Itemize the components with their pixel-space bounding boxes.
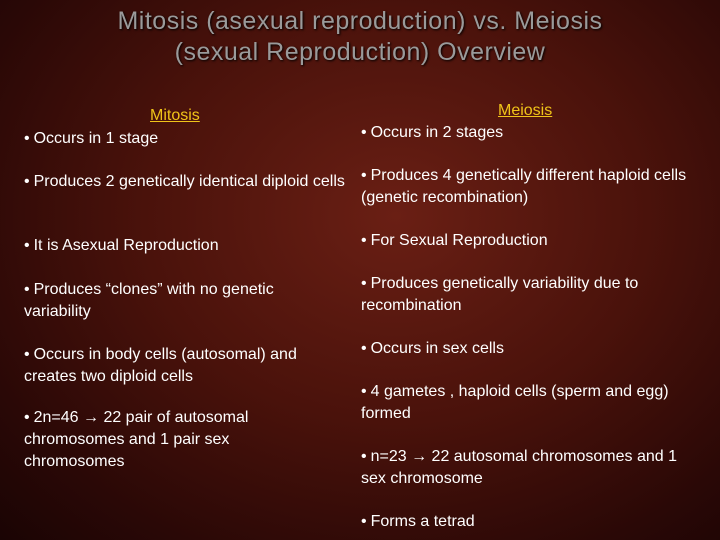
meiosis-item-5: • Occurs in sex cells <box>361 340 504 357</box>
bullet: • <box>24 130 30 147</box>
meiosis-item-7: • n=23 → 22 autosomal chromosomes and 1 s… <box>361 448 678 487</box>
bullet: • <box>361 275 367 292</box>
bullet: • <box>361 167 367 184</box>
mitosis-heading: Mitosis <box>150 107 200 124</box>
bullet: • <box>361 448 367 465</box>
bullet: • <box>24 409 30 426</box>
bullet: • <box>361 383 367 400</box>
slide-title: Mitosis (asexual reproduction) vs. Meios… <box>0 6 720 68</box>
meiosis-item-2: • Produces 4 genetically different haploi… <box>361 167 687 206</box>
mitosis-item-1: • Occurs in 1 stage <box>24 130 159 147</box>
mitosis-item-2: • Produces 2 genetically identical diploi… <box>24 173 345 190</box>
mitosis-item-3: • It is Asexual Reproduction <box>24 237 219 254</box>
slide-title-line-1: Mitosis (asexual reproduction) vs. Meios… <box>117 7 603 35</box>
bullet: • <box>361 340 367 357</box>
meiosis-item-4: • Produces genetically variability due to… <box>361 275 639 314</box>
bullet: • <box>24 237 30 254</box>
meiosis-item-6: • 4 gametes , haploid cells (sperm and eg… <box>361 383 669 422</box>
slide-title-line-2: (sexual Reproduction) Overview <box>174 38 546 66</box>
bullet: • <box>361 232 367 249</box>
bullet: • <box>361 124 367 141</box>
meiosis-item-1: • Occurs in 2 stages <box>361 124 504 141</box>
meiosis-item-8: • Forms a tetrad <box>361 513 475 530</box>
bullet: • <box>24 346 30 363</box>
bullet: • <box>361 513 367 530</box>
meiosis-item-3: • For Sexual Reproduction <box>361 232 548 249</box>
mitosis-item-5: • Occurs in body cells (autosomal) and cr… <box>24 346 297 385</box>
mitosis-item-4: • Produces “clones” with no genetic varia… <box>24 281 274 320</box>
bullet: • <box>24 173 30 190</box>
mitosis-item-6: • 2n=46 → 22 pair of autosomal chromosome… <box>24 409 249 470</box>
meiosis-heading: Meiosis <box>498 102 553 119</box>
bullet: • <box>24 281 30 298</box>
